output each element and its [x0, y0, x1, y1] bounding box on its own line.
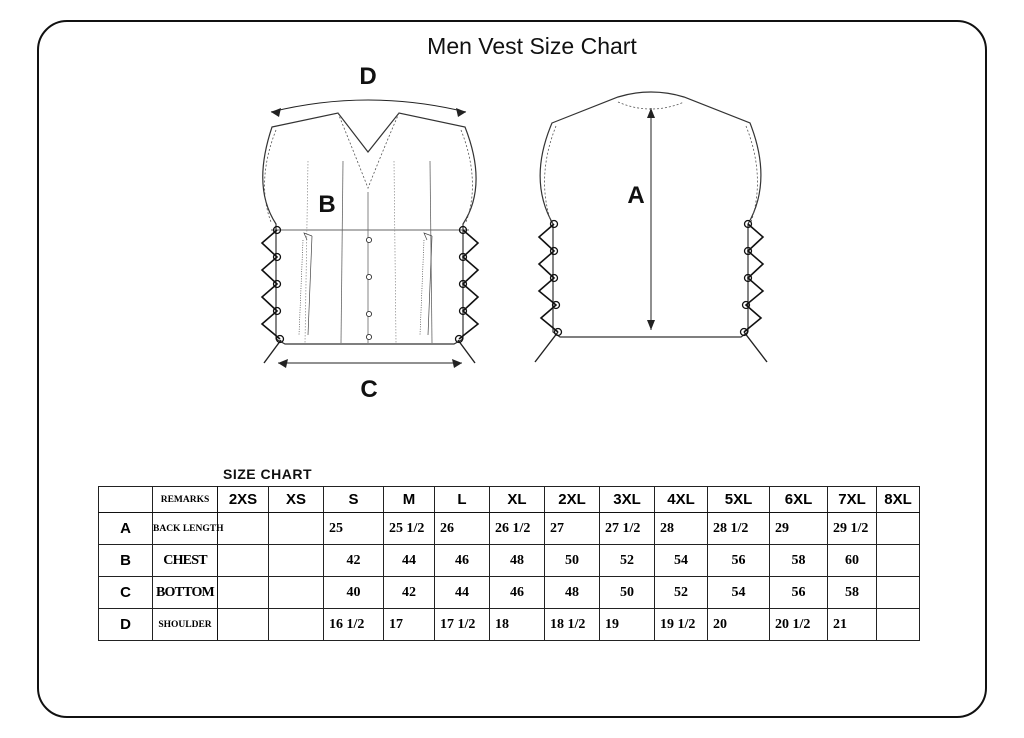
svg-text:B: B	[318, 191, 335, 218]
svg-text:D: D	[359, 63, 376, 90]
svg-text:A: A	[627, 182, 644, 209]
svg-text:C: C	[360, 376, 377, 403]
